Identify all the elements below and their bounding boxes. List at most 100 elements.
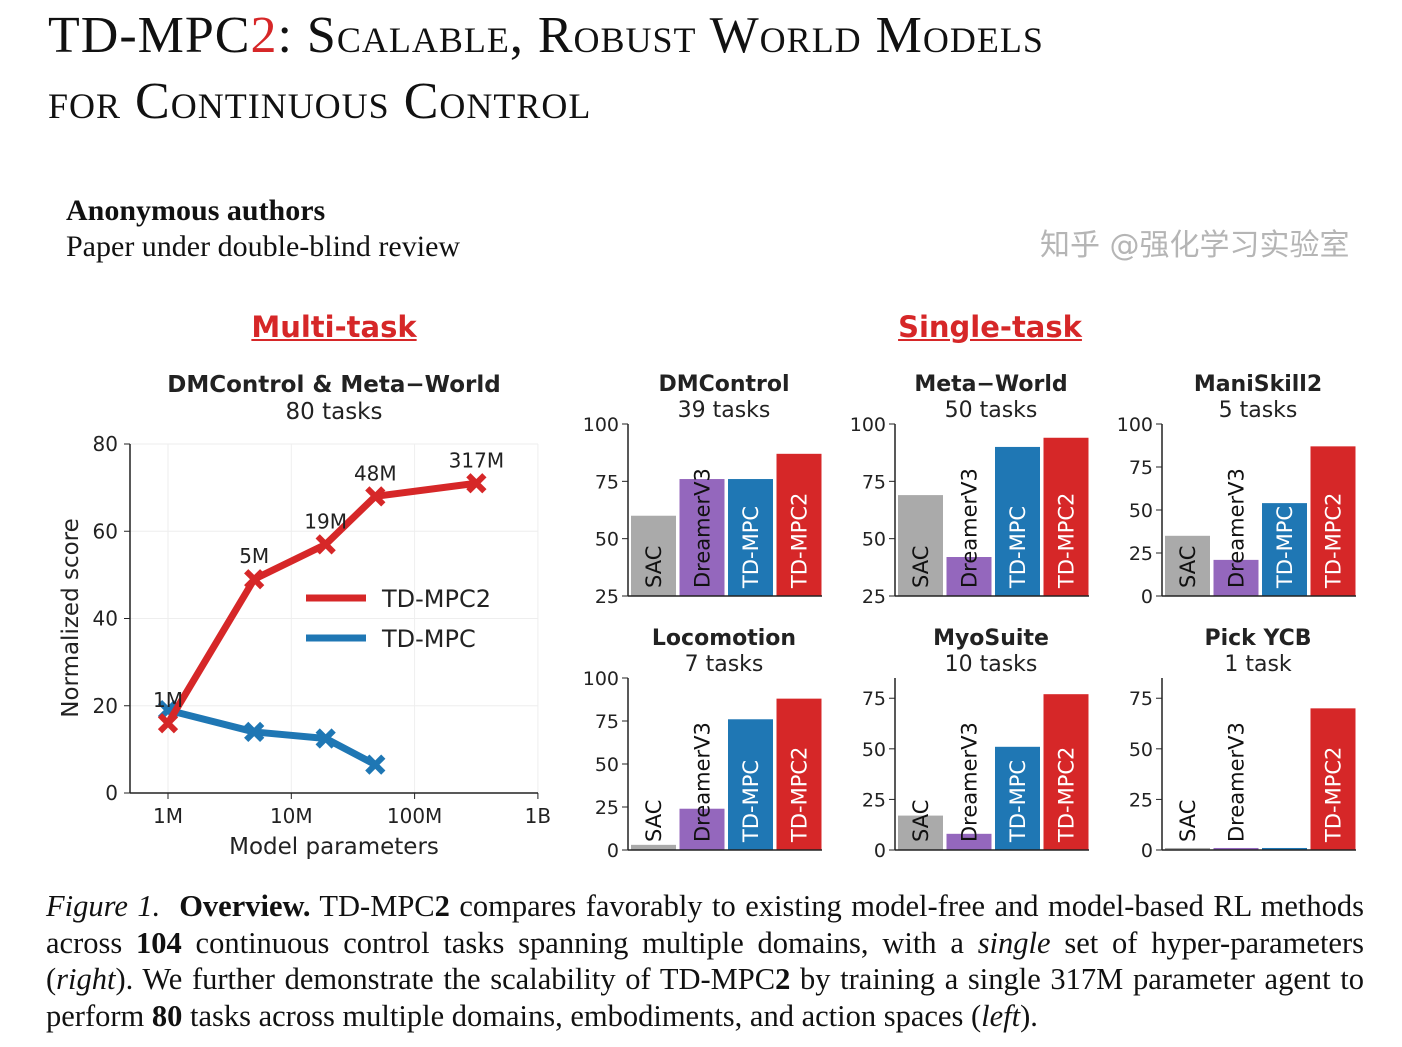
bar-label: DreamerV3 bbox=[958, 722, 982, 842]
bar-label: SAC bbox=[909, 800, 933, 842]
y-tick-label: 50 bbox=[595, 754, 619, 776]
bar-td-mpc bbox=[728, 479, 773, 596]
bar-dreamerv3 bbox=[946, 557, 992, 596]
y-tick-label: 0 bbox=[1141, 586, 1153, 608]
caption-text: ). bbox=[1020, 998, 1038, 1033]
paper-title-line2: for Continuous Control bbox=[48, 73, 592, 130]
bar-label: TD-MPC bbox=[739, 506, 763, 589]
caption-text: TD-MPC bbox=[319, 889, 435, 923]
y-tick-label: 80 bbox=[93, 432, 118, 456]
y-tick-label: 75 bbox=[1129, 457, 1153, 479]
panel-title: Meta−World bbox=[914, 372, 1067, 397]
y-tick-label: 75 bbox=[595, 471, 619, 493]
title-red-2: 2 bbox=[250, 7, 278, 64]
y-tick-label: 75 bbox=[595, 711, 619, 733]
data-point-marker bbox=[466, 473, 487, 494]
x-tick-label: 100M bbox=[387, 804, 442, 828]
title-text: : Scalable, Robust World Models bbox=[277, 7, 1044, 64]
bar-label: SAC bbox=[1176, 800, 1200, 842]
multi-task-heading: Multi-task bbox=[251, 310, 417, 344]
review-note: Paper under double-blind review bbox=[66, 230, 461, 263]
caption-bold-2: 2 bbox=[775, 962, 791, 996]
caption-number: 80 bbox=[151, 998, 183, 1033]
bar-label: SAC bbox=[642, 800, 666, 842]
bar-sac bbox=[898, 495, 943, 596]
bar-td-mpc2 bbox=[1310, 708, 1356, 850]
bar-sac bbox=[1165, 847, 1210, 850]
bar-td-mpc2 bbox=[1043, 694, 1089, 850]
y-tick-label: 25 bbox=[595, 797, 619, 819]
bar-label: TD-MPC bbox=[1273, 506, 1297, 589]
data-point-marker bbox=[315, 728, 336, 749]
bar-label: SAC bbox=[1176, 546, 1200, 588]
bar-td-mpc bbox=[995, 746, 1040, 850]
bar-label: DreamerV3 bbox=[958, 468, 982, 588]
bar-label: DreamerV3 bbox=[691, 468, 715, 588]
y-tick-label: 0 bbox=[1141, 840, 1153, 862]
panel-title: DMControl bbox=[658, 372, 789, 397]
chart-subtitle: 80 tasks bbox=[286, 399, 383, 425]
y-tick-label: 100 bbox=[583, 414, 619, 436]
title-text: TD-MPC bbox=[48, 7, 251, 64]
y-tick-label: 25 bbox=[1129, 789, 1153, 811]
caption-text: ). We further demonstrate the scalabilit… bbox=[115, 962, 776, 996]
bar-label: TD-MPC2 bbox=[1055, 493, 1079, 589]
caption-text: by training a single 317M parameter agen… bbox=[46, 962, 1364, 1033]
bar-sac bbox=[1165, 535, 1210, 596]
point-label: 1M bbox=[153, 688, 183, 712]
y-tick-label: 0 bbox=[874, 840, 886, 862]
y-tick-label: 75 bbox=[1129, 688, 1153, 710]
y-tick-label: 0 bbox=[607, 840, 619, 862]
x-axis-label: Model parameters bbox=[229, 834, 439, 860]
bar-td-mpc2 bbox=[776, 698, 822, 850]
caption-text: continuous control tasks spanning multip… bbox=[181, 925, 978, 960]
y-tick-label: 50 bbox=[1129, 739, 1153, 761]
panel-subtitle: 7 tasks bbox=[685, 652, 764, 677]
y-axis-label: Normalized score bbox=[58, 518, 84, 718]
bar-dreamerv3 bbox=[1213, 559, 1259, 596]
y-tick-label: 20 bbox=[93, 694, 118, 718]
y-tick-label: 100 bbox=[1117, 414, 1153, 436]
y-tick-label: 50 bbox=[862, 529, 886, 551]
figure-charts: 1M 10M 100M 1B 0 20 40 60 80 DMControl & Meta−Wor… bbox=[58, 372, 1356, 862]
y-tick-label: 25 bbox=[862, 789, 886, 811]
caption-text: tasks across multiple domains, embodimen… bbox=[182, 998, 982, 1033]
bar-sac bbox=[631, 515, 676, 596]
data-point-marker bbox=[157, 713, 179, 734]
caption-italic: left bbox=[981, 998, 1021, 1033]
legend-label: TD-MPC bbox=[381, 625, 476, 653]
legend-label: TD-MPC2 bbox=[381, 585, 491, 613]
x-tick-label: 1B bbox=[525, 804, 551, 828]
y-tick-label: 25 bbox=[862, 586, 886, 608]
bar-label: TD-MPC bbox=[1006, 760, 1030, 843]
caption-bold: Overview. bbox=[179, 889, 311, 923]
bar-td-mpc2 bbox=[1043, 437, 1089, 596]
bar-td-mpc bbox=[728, 719, 773, 850]
panel-subtitle: 1 task bbox=[1224, 652, 1292, 677]
panel-subtitle: 39 tasks bbox=[678, 398, 771, 423]
data-point-marker bbox=[365, 486, 386, 507]
bar-label: TD-MPC bbox=[1006, 506, 1030, 589]
caption-italic: single bbox=[977, 925, 1051, 960]
panel-subtitle: 5 tasks bbox=[1219, 398, 1298, 423]
caption-label: Figure 1. bbox=[46, 889, 161, 923]
y-tick-label: 50 bbox=[595, 529, 619, 551]
bar-dreamerv3 bbox=[946, 833, 992, 850]
bar-td-mpc2 bbox=[1310, 446, 1356, 596]
point-label: 19M bbox=[304, 509, 347, 533]
bar-label: TD-MPC2 bbox=[788, 493, 812, 589]
bar-label: TD-MPC bbox=[1273, 760, 1297, 843]
x-tick-label: 10M bbox=[270, 804, 313, 828]
figure-caption: Figure 1. Overview. TD-MPC2 compares fav… bbox=[46, 888, 1364, 1034]
bar-td-mpc bbox=[1262, 847, 1307, 850]
point-label: 5M bbox=[239, 544, 269, 568]
bar-td-mpc bbox=[995, 446, 1040, 596]
caption-italic: right bbox=[56, 962, 116, 996]
bar-label: SAC bbox=[642, 546, 666, 588]
caption-number: 104 bbox=[136, 925, 182, 960]
series-line-td-mpc bbox=[167, 706, 377, 768]
bar-label: TD-MPC bbox=[739, 760, 763, 843]
data-point-marker bbox=[365, 754, 386, 775]
panel-title: Pick YCB bbox=[1204, 626, 1311, 651]
caption-bold-2: 2 bbox=[434, 889, 450, 923]
